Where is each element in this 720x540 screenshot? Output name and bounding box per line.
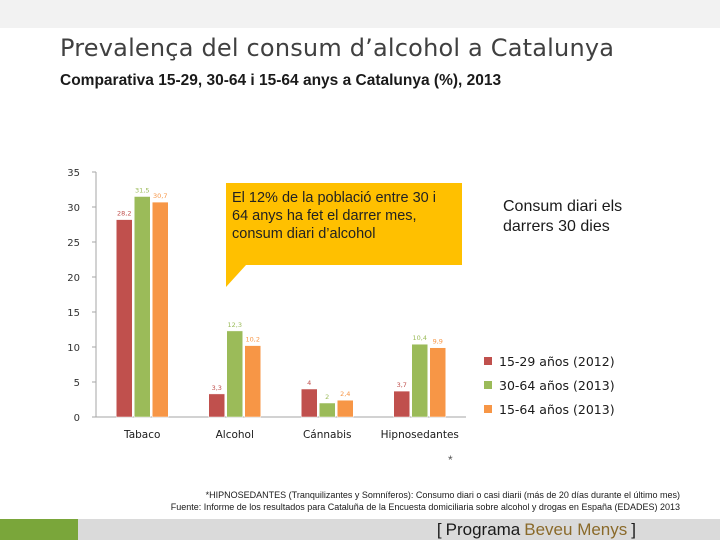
- y-tick-label: 20: [67, 273, 80, 284]
- slide-subtitle: Comparativa 15-29, 30-64 i 15-64 anys a …: [60, 72, 502, 89]
- program-brand: [Programa Beveu Menys]: [437, 519, 636, 540]
- y-tick-label: 30: [67, 203, 80, 214]
- y-tick-label: 15: [67, 308, 80, 319]
- bar: [319, 402, 336, 418]
- footer-accent-bar: [0, 519, 78, 540]
- bar: [226, 330, 243, 418]
- y-tick-label: 0: [74, 413, 80, 424]
- y-tick-label: 35: [67, 168, 80, 179]
- legend-label: 15-64 años (2013): [499, 401, 615, 417]
- data-label: 10,4: [413, 334, 427, 342]
- x-category-label: Cánnabis: [303, 429, 352, 441]
- y-tick-label: 10: [67, 343, 80, 354]
- x-category-label: Hipnosedantes: [381, 429, 459, 441]
- legend-item: 15-64 años (2013): [484, 397, 615, 421]
- bar: [393, 390, 410, 418]
- brand-part-2: Beveu Menys: [524, 520, 628, 539]
- brand-part-1: Programa: [445, 520, 521, 539]
- bar: [116, 219, 133, 418]
- legend-label: 30-64 años (2013): [499, 377, 615, 393]
- brand-bracket-close: ]: [631, 520, 636, 539]
- legend-label: 15-29 años (2012): [499, 353, 615, 369]
- data-label: 4: [307, 379, 311, 387]
- legend-item: 15-29 años (2012): [484, 349, 615, 373]
- data-label: 10,2: [246, 336, 260, 344]
- slide-title: Prevalença del consum d’alcohol a Catalu…: [60, 34, 615, 62]
- top-bar: [0, 0, 720, 28]
- footer-bar: [0, 519, 720, 540]
- highlight-callout: El 12% de la població entre 30 i 64 anys…: [226, 183, 462, 265]
- bar: [244, 345, 261, 418]
- footnote-source: Fuente: Informe de los resultados para C…: [170, 501, 680, 512]
- data-label: 3,3: [212, 384, 222, 392]
- footnote-definition: *HIPNOSEDANTES (Tranquilizantes y Somníf…: [205, 490, 680, 500]
- legend-swatch: [484, 381, 492, 389]
- legend-item: 30-64 años (2013): [484, 373, 615, 397]
- legend-swatch: [484, 405, 492, 413]
- data-label: 3,7: [397, 381, 407, 389]
- data-label: 9,9: [433, 338, 443, 346]
- y-tick-label: 25: [67, 238, 80, 249]
- bar: [152, 201, 169, 418]
- bar: [134, 196, 151, 418]
- data-label: 12,3: [228, 321, 242, 329]
- bar: [411, 343, 428, 418]
- data-label: 2,4: [340, 390, 350, 398]
- chart-heading-note: Consum diari els darrers 30 dies: [503, 198, 623, 235]
- x-category-label: Tabaco: [123, 429, 160, 441]
- asterisk-mark: *: [448, 453, 453, 467]
- y-tick-label: 5: [74, 378, 80, 389]
- callout-pointer: [226, 265, 246, 287]
- bar: [429, 347, 446, 418]
- legend-swatch: [484, 357, 492, 365]
- x-category-label: Alcohol: [216, 429, 254, 441]
- data-label: 28,2: [117, 210, 131, 218]
- data-label: 30,7: [153, 192, 167, 200]
- data-label: 2: [325, 393, 329, 401]
- bar: [208, 393, 225, 418]
- chart-legend: 15-29 años (2012) 30-64 años (2013) 15-64 …: [484, 349, 615, 421]
- footnote: *HIPNOSEDANTES (Tranquilizantes y Somníf…: [171, 490, 680, 513]
- bar: [301, 388, 318, 418]
- brand-bracket-open: [: [436, 520, 442, 539]
- bar: [337, 399, 354, 418]
- data-label: 31,5: [135, 187, 149, 195]
